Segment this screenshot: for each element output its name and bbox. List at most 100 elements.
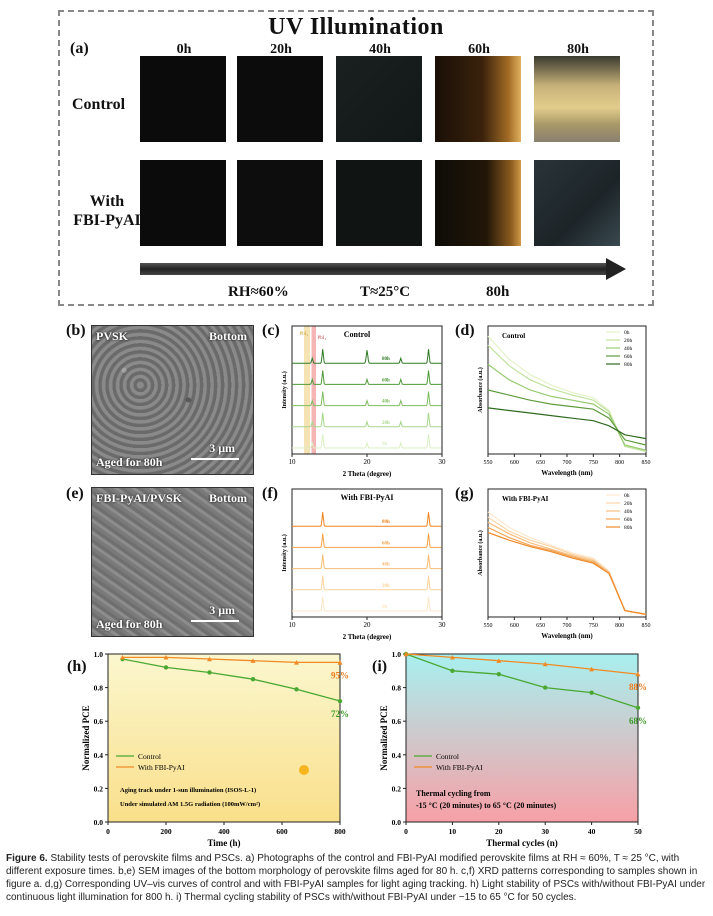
legend-label: With FBI-PyAI — [436, 763, 483, 772]
uv-series-40h — [487, 521, 647, 615]
legend-label: Control — [138, 752, 161, 761]
photo-fbi-40h — [336, 160, 422, 246]
pce-series-line — [122, 658, 341, 702]
panel-a-title: UV Illumination — [268, 14, 444, 40]
x-axis-label: 2 Theta (degree) — [343, 633, 392, 641]
sem-image-control: PVSK Bottom Aged for 80h 3 μm — [91, 325, 254, 475]
uv-series-80h — [487, 407, 647, 440]
uv-series-80h — [487, 531, 647, 615]
pce-point-control — [496, 671, 501, 677]
y-tick-label: 0.0 — [392, 818, 402, 827]
x-tick-label: 30 — [439, 621, 447, 629]
chart-title: Control — [502, 332, 525, 340]
uv-series-0h — [487, 511, 647, 615]
sun-icon — [299, 765, 309, 775]
figure-caption: Figure 6. Stability tests of perovskite … — [6, 852, 706, 904]
x-tick-label: 600 — [510, 623, 519, 629]
pbi2-marker-label: PbI₂ — [318, 336, 327, 341]
y-tick-label: 0.2 — [392, 784, 402, 793]
xrd-series-label: 60h — [382, 378, 390, 383]
pce-point-control — [250, 677, 256, 682]
panel-b-label: (b) — [66, 322, 86, 339]
chart-title: Control — [344, 330, 371, 339]
photo-fbi-20h — [237, 160, 323, 246]
sem-b-aged: Aged for 80h — [96, 455, 163, 469]
x-tick-label: 30 — [439, 458, 447, 466]
pce-point-control — [337, 698, 343, 704]
y-tick-label: 0.8 — [392, 684, 402, 693]
condition-rh: RH≈60% — [228, 284, 289, 300]
pbi2-marker-label: PbI₂ — [300, 332, 309, 337]
legend-label: 0h — [624, 330, 630, 336]
pce-series-line — [405, 653, 639, 675]
x-axis-label: Thermal cycles (n) — [486, 838, 557, 848]
time-20h: 20h — [270, 42, 292, 57]
y-tick-label: 0.0 — [94, 818, 104, 827]
time-40h: 40h — [369, 42, 391, 57]
x-tick-label: 20 — [364, 621, 372, 629]
row-control-label: Control — [72, 96, 126, 113]
pce-series-line — [405, 653, 639, 709]
pce-point-fbi — [635, 671, 641, 677]
pce-point-fbi — [403, 651, 409, 657]
x-tick-label: 650 — [536, 460, 545, 466]
pce-point-fbi — [589, 666, 595, 672]
xrd-series-40h — [292, 554, 442, 570]
x-tick-label: 850 — [642, 460, 651, 466]
x-tick-label: 10 — [289, 621, 297, 629]
sem-e-aged: Aged for 80h — [96, 617, 163, 631]
xrd-series-0h — [292, 433, 442, 449]
x-axis-label: Wavelength (nm) — [541, 469, 593, 477]
xrd-series-20h — [292, 412, 442, 428]
annotation-line-2: Under simulated AM 1.5G radiation (100mW… — [120, 801, 260, 808]
xrd-series-label: 20h — [382, 584, 390, 589]
uvvis-chart-control: Control 0h 20h 40h 60h 80h 550 600 650 700 750 800 8… — [477, 325, 651, 477]
pce-point-control — [589, 690, 594, 695]
pce-point-control — [450, 668, 455, 673]
sem-b-side: Bottom — [209, 329, 247, 343]
panel-h-label: (h) — [67, 658, 87, 675]
x-tick-label: 400 — [218, 827, 230, 836]
plot-background — [406, 654, 638, 822]
x-axis-label: Wavelength (nm) — [541, 632, 593, 640]
uv-series-60h — [487, 389, 647, 446]
x-tick-label: 750 — [589, 623, 598, 629]
xrd-series-40h — [292, 391, 442, 407]
time-60h: 60h — [468, 42, 490, 57]
x-tick-label: 850 — [642, 623, 651, 629]
pce-point-fbi — [294, 660, 299, 665]
x-tick-label: 600 — [510, 460, 519, 466]
x-tick-label: 0 — [404, 827, 408, 836]
y-tick-label: 0.6 — [94, 717, 104, 726]
y-tick-label: 1.0 — [94, 650, 104, 659]
y-tick-label: 0.8 — [94, 684, 104, 693]
pce-point-fbi — [337, 660, 343, 665]
x-tick-label: 20 — [364, 458, 372, 466]
plot-background — [108, 654, 340, 822]
xrd-series-label: 60h — [382, 541, 390, 546]
x-tick-label: 800 — [615, 460, 624, 466]
legend-label: 0h — [624, 493, 630, 499]
pce-series-line — [122, 656, 340, 664]
photo-fbi-60h — [435, 160, 521, 246]
y-tick-label: 0.4 — [94, 751, 104, 760]
y-axis-label: Normalized PCE — [380, 705, 389, 770]
pce-point-control — [294, 687, 299, 692]
pce-point-control — [207, 670, 212, 675]
thermal-cycling-chart: 0.0 0.2 0.4 0.6 0.8 1.0 0 10 20 30 40 50 Thermal cyc… — [380, 650, 647, 848]
photo-control-0h — [140, 56, 226, 142]
legend-label: With FBI-PyAI — [138, 763, 185, 772]
x-tick-label: 700 — [563, 460, 572, 466]
pbi2-band-1 — [304, 326, 310, 454]
end-label-control: 68% — [629, 716, 647, 726]
plot-frame — [487, 325, 647, 455]
pce-point-fbi — [163, 654, 169, 660]
pce-point-control — [635, 705, 641, 710]
xrd-series-label: 80h — [382, 520, 390, 525]
y-axis-label: Normalized PCE — [82, 705, 91, 770]
pce-point-control — [163, 665, 169, 670]
x-tick-label: 800 — [334, 827, 346, 836]
sem-e-side: Bottom — [209, 491, 247, 505]
xrd-series-0h — [292, 596, 442, 612]
x-tick-label: 0 — [106, 827, 110, 836]
